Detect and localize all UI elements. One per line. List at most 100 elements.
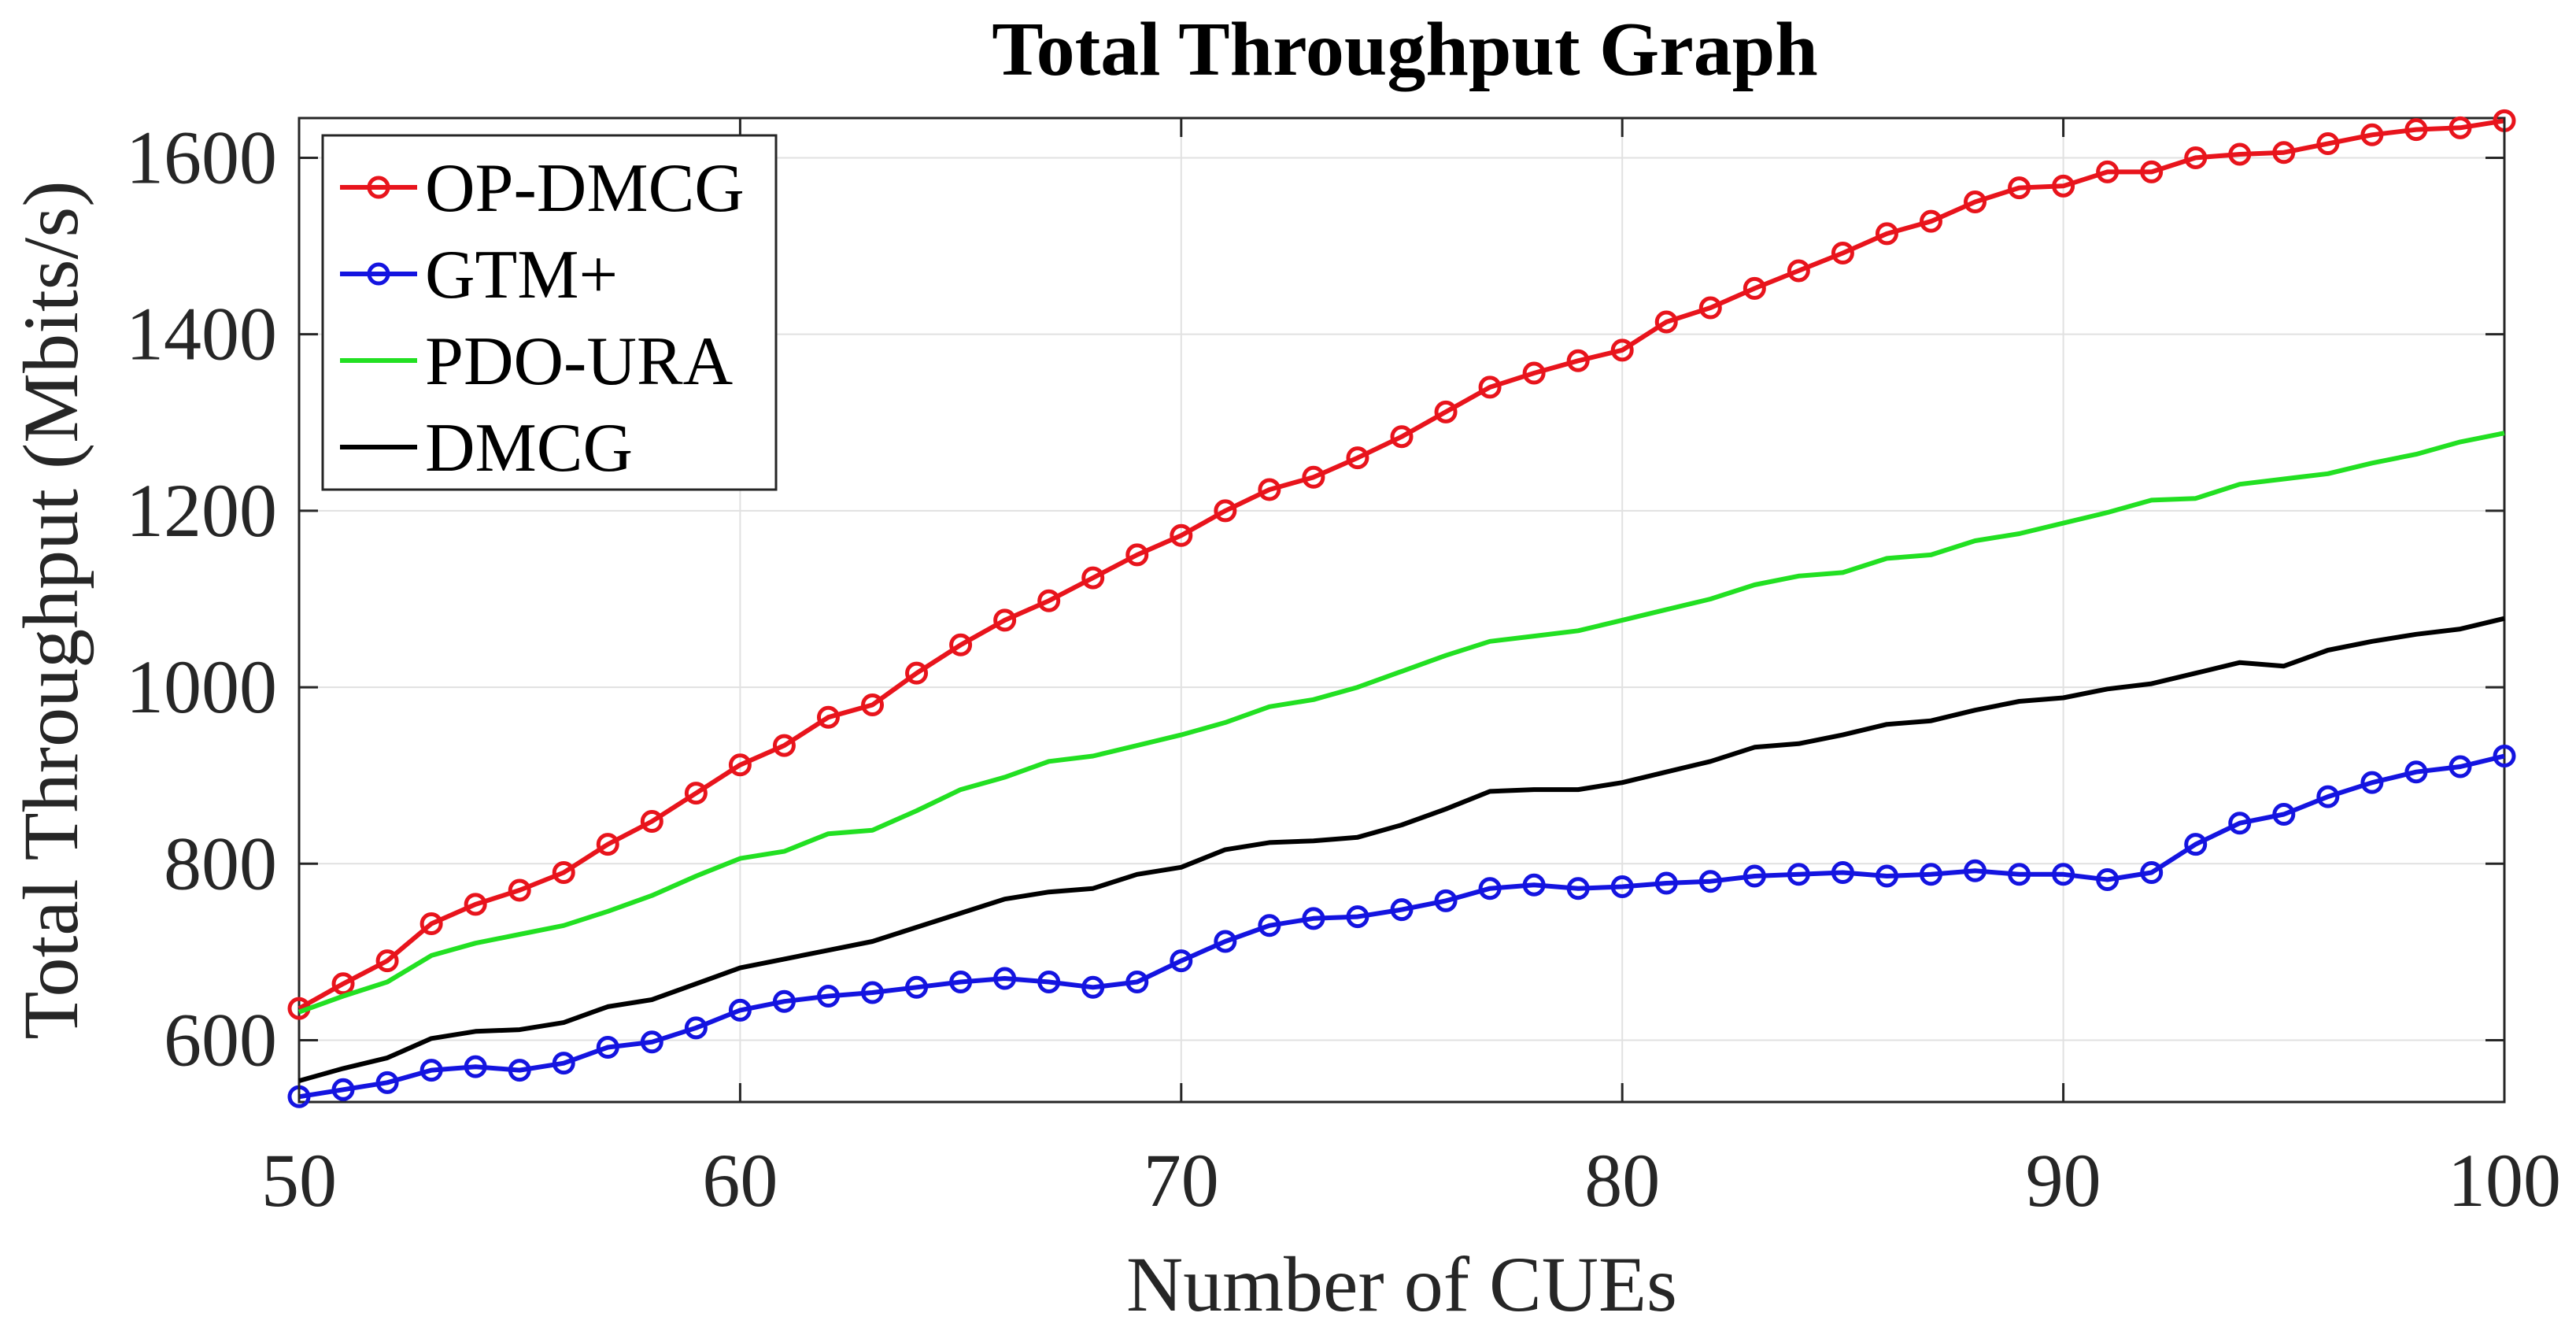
data-point-op-dmcg: [1390, 425, 1414, 449]
data-point-op-dmcg: [1214, 499, 1237, 523]
data-point-gtm: [2140, 861, 2164, 885]
legend-label-dmcg: DMCG: [425, 410, 633, 486]
legend-label-op-dmcg: OP-DMCG: [425, 150, 745, 227]
plot-area-frame: [298, 116, 2506, 1104]
x-tick-label: 80: [1584, 1138, 1660, 1222]
data-point-gtm: [2493, 745, 2516, 768]
legend: OP-DMCG GTM+ PDO-URA DMCG: [321, 134, 778, 491]
x-tick-label: 70: [1144, 1138, 1219, 1222]
data-point-gtm: [552, 1052, 575, 1075]
series-pdo-ura: [298, 431, 2505, 1015]
data-point-op-dmcg: [1258, 478, 1281, 501]
data-point-op-dmcg: [905, 661, 929, 685]
data-point-gtm: [1566, 877, 1590, 900]
y-tick-label: 1200: [126, 468, 277, 553]
data-point-gtm: [1875, 864, 1898, 888]
data-point-op-dmcg: [1081, 566, 1105, 590]
y-tick-label: 1400: [126, 292, 277, 376]
data-point-op-dmcg: [1566, 349, 1590, 372]
data-point-gtm: [1478, 877, 1502, 900]
legend-entry-pdo-ura: PDO-URA: [340, 324, 733, 400]
data-point-op-dmcg: [1302, 465, 1325, 489]
data-point-op-dmcg: [1610, 338, 1634, 362]
data-point-gtm: [1654, 871, 1678, 895]
data-point-gtm: [419, 1059, 443, 1082]
x-tick-label: 60: [702, 1138, 778, 1222]
chart-title: Total Throughput Graph: [992, 7, 1817, 92]
y-tick-label: 1600: [126, 115, 277, 199]
data-point-gtm: [905, 975, 929, 999]
x-tick-label: 100: [2448, 1138, 2561, 1222]
legend-marker-gtm: [367, 262, 390, 286]
data-point-op-dmcg: [1346, 446, 1369, 470]
data-point-op-dmcg: [728, 753, 752, 777]
x-tick-label: 90: [2026, 1138, 2101, 1222]
data-point-op-dmcg: [1434, 400, 1458, 423]
data-point-op-dmcg: [596, 833, 619, 856]
data-point-gtm: [1787, 863, 1810, 886]
data-point-op-dmcg: [508, 878, 531, 902]
data-point-gtm: [1125, 971, 1149, 994]
data-point-gtm: [1037, 971, 1061, 994]
data-point-gtm: [1919, 863, 1942, 886]
y-tick-label: 800: [164, 821, 277, 905]
data-point-gtm: [993, 967, 1017, 990]
data-point-gtm: [2228, 812, 2252, 835]
data-point-gtm: [1434, 889, 1458, 912]
y-tick-label: 1000: [126, 645, 277, 729]
data-point-gtm: [728, 998, 752, 1022]
data-point-gtm: [1522, 873, 1546, 897]
data-point-op-dmcg: [2404, 118, 2428, 142]
data-point-op-dmcg: [816, 705, 840, 729]
data-point-gtm: [2052, 863, 2075, 886]
data-point-op-dmcg: [1170, 523, 1193, 547]
data-point-gtm: [1964, 859, 1987, 882]
data-point-gtm: [1081, 975, 1105, 999]
data-point-gtm: [331, 1078, 355, 1101]
data-point-gtm: [1302, 907, 1325, 930]
data-point-gtm: [1170, 949, 1193, 973]
data-point-gtm: [2404, 760, 2428, 784]
data-point-op-dmcg: [2096, 160, 2120, 183]
data-point-op-dmcg: [1698, 296, 1722, 320]
data-point-gtm: [1346, 905, 1369, 929]
data-point-gtm: [949, 971, 973, 994]
series-line-op-dmcg: [298, 118, 2505, 1011]
x-tick-label: 50: [261, 1138, 337, 1222]
data-point-op-dmcg: [2140, 160, 2164, 183]
data-point-op-dmcg: [419, 912, 443, 936]
data-point-gtm: [2360, 771, 2384, 794]
data-point-op-dmcg: [1743, 276, 1766, 300]
legend-entry-dmcg: DMCG: [340, 410, 633, 486]
data-point-op-dmcg: [949, 633, 973, 656]
legend-box: [321, 134, 778, 491]
data-point-op-dmcg: [1919, 209, 1942, 233]
data-point-op-dmcg: [552, 861, 575, 885]
data-point-op-dmcg: [1654, 310, 1678, 334]
series-line-dmcg: [298, 616, 2505, 1083]
data-point-gtm: [772, 989, 796, 1013]
series-layer: [287, 109, 2516, 1108]
x-axis-ticks: 50 60 70 80 90 100: [261, 118, 2561, 1222]
data-point-op-dmcg: [1478, 375, 1502, 399]
data-point-op-dmcg: [2448, 116, 2472, 139]
data-point-gtm: [1743, 864, 1766, 888]
data-point-gtm: [861, 981, 885, 1004]
data-point-op-dmcg: [1875, 222, 1898, 246]
series-dmcg: [298, 616, 2505, 1083]
data-point-gtm: [2316, 785, 2340, 808]
data-point-gtm: [684, 1016, 708, 1040]
data-point-op-dmcg: [1831, 242, 1854, 265]
data-point-gtm: [2096, 867, 2120, 891]
grid-lines: [298, 118, 2505, 1102]
y-tick-label: 600: [164, 998, 277, 1082]
data-point-gtm: [375, 1071, 399, 1094]
y-axis-label: Total Throughput (Mbits/s): [7, 180, 94, 1039]
data-point-gtm: [2448, 755, 2472, 778]
data-point-op-dmcg: [1787, 259, 1810, 283]
data-point-op-dmcg: [772, 734, 796, 757]
data-point-gtm: [640, 1030, 663, 1054]
data-point-op-dmcg: [2008, 176, 2031, 200]
data-point-op-dmcg: [375, 949, 399, 973]
